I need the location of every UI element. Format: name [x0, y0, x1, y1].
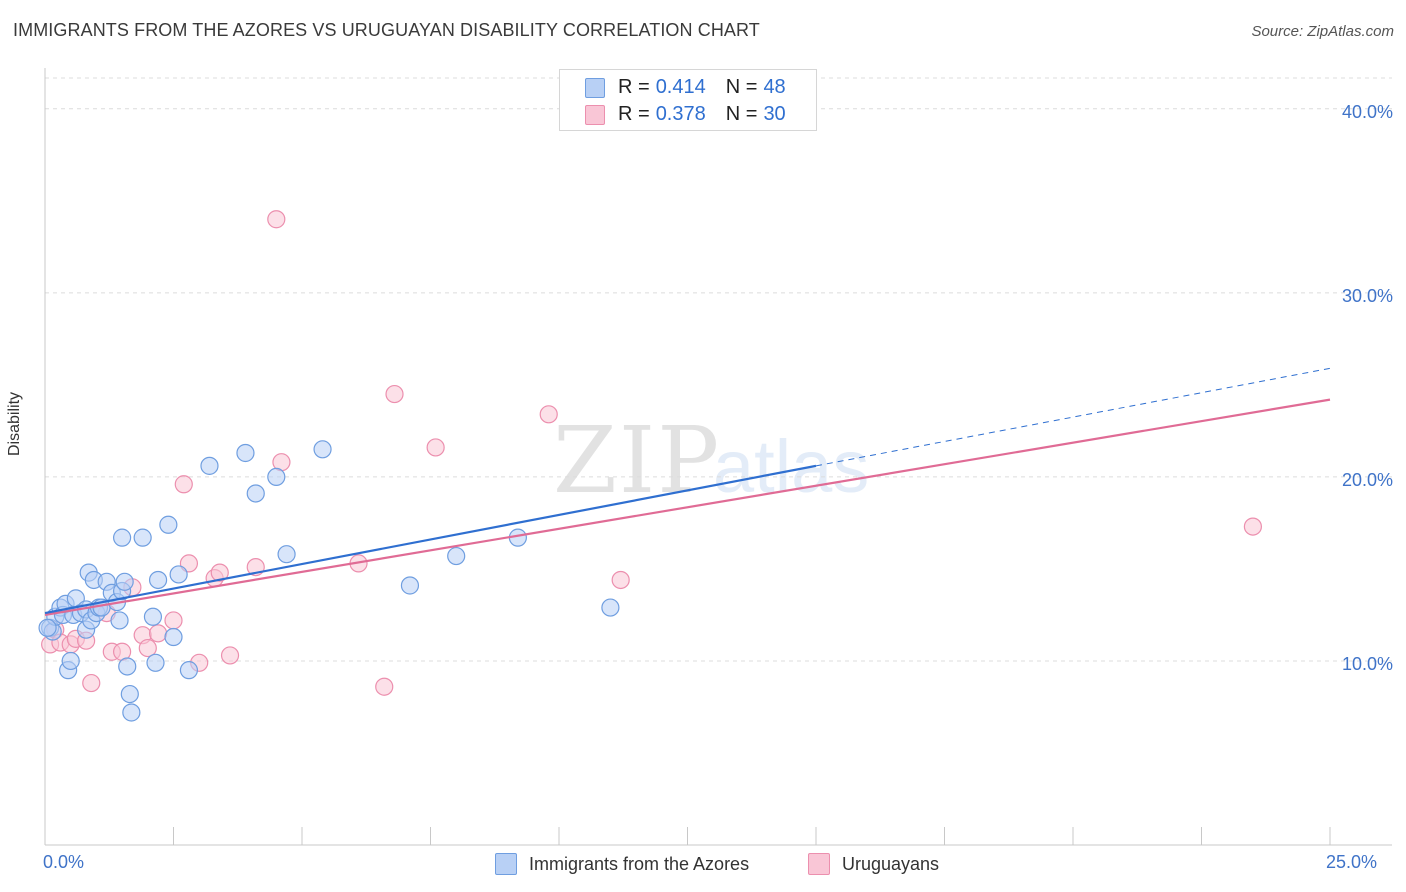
- azores-point: [133, 528, 152, 547]
- bottom-legend-swatch-azores: [495, 853, 517, 875]
- chart-title: IMMIGRANTS FROM THE AZORES VS URUGUAYAN …: [13, 20, 760, 40]
- azores-point: [38, 618, 57, 637]
- legend-row-azores: R = 0.414 N = 48: [585, 75, 786, 99]
- bottom-legend-uruguayans: Uruguayans: [808, 852, 939, 876]
- legend-n-label: N =: [725, 75, 758, 98]
- watermark: ZIP atlas: [553, 407, 869, 514]
- azores-point: [277, 545, 296, 564]
- uruguayans-trend-line: [44, 398, 1331, 617]
- legend-swatch-azores: [585, 78, 605, 98]
- uruguayans-point: [82, 673, 101, 693]
- azores-point: [148, 570, 168, 590]
- uruguayans-point: [385, 384, 404, 404]
- y-tick-label: 30.0%: [1342, 286, 1393, 306]
- bottom-legend-label-azores: Immigrants from the Azores: [529, 853, 750, 874]
- azores-point: [61, 651, 80, 671]
- y-tick-label: 40.0%: [1342, 102, 1393, 122]
- azores-point: [146, 653, 165, 672]
- uruguayans-point: [267, 210, 286, 229]
- azores-point: [267, 467, 286, 487]
- azores-point: [164, 627, 183, 647]
- azores-point: [447, 546, 466, 566]
- uruguayans-point: [148, 624, 168, 643]
- azores-point: [601, 598, 620, 617]
- azores-point: [118, 657, 137, 676]
- azores-point: [110, 611, 129, 630]
- bottom-legend-label-uruguayans: Uruguayans: [842, 853, 940, 874]
- source-label: Source: ZipAtlas.com: [1251, 23, 1394, 40]
- azores-point: [246, 484, 265, 503]
- azores-trend-extension: [815, 367, 1331, 467]
- azores-point: [179, 661, 199, 680]
- y-tick-label: 20.0%: [1342, 470, 1393, 490]
- uruguayans-point: [164, 611, 183, 630]
- azores-point: [236, 443, 255, 463]
- watermark-zip: ZIP: [553, 407, 721, 514]
- legend-n-label: N =: [725, 102, 758, 125]
- uruguayans-point: [210, 563, 229, 582]
- uruguayans-point: [539, 405, 558, 424]
- azores-point: [120, 684, 139, 704]
- azores-point: [313, 440, 332, 459]
- x-tick-label-min: 0.0%: [43, 852, 85, 872]
- axes: [44, 68, 1392, 846]
- azores-point: [122, 703, 141, 722]
- bottom-legend-azores: Immigrants from the Azores: [495, 852, 749, 876]
- uruguayans-point: [220, 646, 240, 665]
- azores-point: [159, 515, 178, 534]
- azores-trend-line: [44, 464, 817, 615]
- uruguayans-point: [174, 475, 193, 494]
- uruguayans-point: [426, 438, 445, 457]
- legend-r-label: R =: [618, 102, 650, 125]
- azores-point: [115, 572, 134, 591]
- uruguayans-point: [611, 570, 630, 590]
- y-axis-label: Disability: [6, 391, 23, 456]
- uruguayans-point: [1243, 517, 1263, 536]
- y-tick-label: 10.0%: [1342, 654, 1393, 674]
- watermark-atlas: atlas: [713, 425, 869, 508]
- azores-points: [38, 440, 620, 722]
- legend-box: R = 0.414 N = 48 R = 0.378 N = 30: [559, 69, 817, 131]
- azores-point: [400, 576, 420, 595]
- uruguayans-point: [375, 677, 394, 696]
- legend-n-value: 30: [763, 102, 786, 125]
- y-tick-labels: 10.0% 20.0% 30.0% 40.0%: [1342, 102, 1393, 674]
- uruguayans-point: [138, 638, 157, 658]
- trend-lines: [44, 367, 1331, 617]
- azores-point: [200, 456, 219, 475]
- azores-point: [143, 607, 163, 626]
- x-tick-label-max: 25.0%: [1326, 852, 1378, 872]
- legend-r-value: 0.378: [655, 102, 706, 125]
- legend-swatch-uruguayans: [585, 105, 605, 125]
- azores-point: [169, 565, 188, 584]
- azores-point: [112, 528, 132, 547]
- legend-row-uruguayans: R = 0.378 N = 30: [585, 102, 786, 126]
- legend-r-value: 0.414: [655, 75, 706, 98]
- legend-r-label: R =: [618, 75, 650, 98]
- legend-n-value: 48: [763, 75, 786, 98]
- bottom-legend-swatch-uruguayans: [808, 853, 830, 875]
